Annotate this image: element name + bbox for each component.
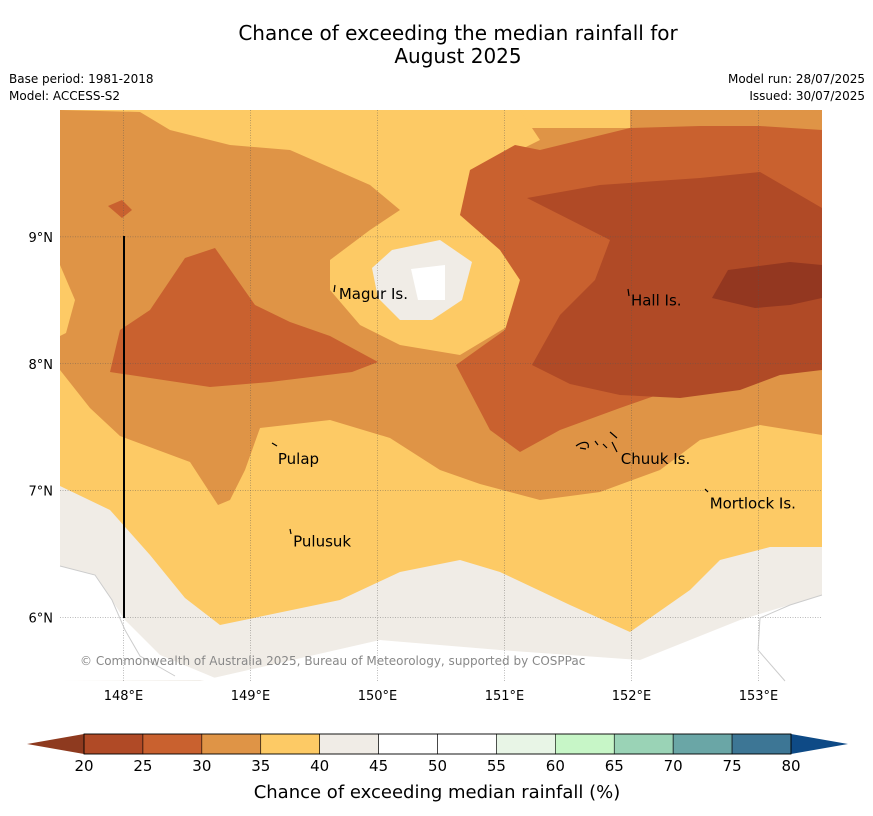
colorbar-segment bbox=[437, 733, 497, 755]
contour-45-central bbox=[411, 265, 445, 300]
colorbar-tick-label: 45 bbox=[369, 757, 388, 775]
contour-35-west bbox=[60, 265, 75, 336]
colorbar-title: Chance of exceeding median rainfall (%) bbox=[254, 782, 621, 803]
model-run: Model run: 28/07/2025 bbox=[727, 72, 865, 86]
lat-gridlines bbox=[60, 236, 822, 618]
colorbar-tick-label: 40 bbox=[310, 757, 329, 775]
copyright-text: © Commonwealth of Australia 2025, Bureau… bbox=[80, 654, 585, 668]
colorbar-tick-label: 80 bbox=[781, 757, 800, 775]
colorbar-tick-label: 50 bbox=[428, 757, 447, 775]
meta-left: Base period: 1981-2018 Model: ACCESS-S2 bbox=[9, 71, 154, 105]
place-label: Magur Is. bbox=[339, 285, 408, 303]
lat-tick-label: 6°N bbox=[29, 612, 54, 627]
lon-tick-label: 151°E bbox=[485, 689, 525, 704]
colorbar-segment bbox=[260, 733, 320, 755]
lon-tick-label: 149°E bbox=[231, 689, 271, 704]
eez-boundary-west bbox=[59, 565, 176, 677]
lon-tick-label: 150°E bbox=[358, 689, 398, 704]
island-pulusuk bbox=[289, 528, 292, 535]
place-label: Pulap bbox=[278, 450, 319, 468]
colorbar-tick-label: 70 bbox=[664, 757, 683, 775]
eez-boundary-east bbox=[757, 594, 823, 682]
island-chuuk bbox=[575, 431, 618, 453]
island-pulap bbox=[271, 442, 278, 447]
contour-20-east bbox=[527, 172, 822, 398]
colorbar-tick-label: 75 bbox=[723, 757, 742, 775]
lon-tick-label: 152°E bbox=[612, 689, 652, 704]
issued-date: Issued: 30/07/2025 bbox=[749, 89, 865, 103]
colorbar-segment bbox=[142, 733, 203, 755]
base-period: Base period: 1981-2018 bbox=[9, 72, 154, 86]
colorbar-tick-label: 60 bbox=[546, 757, 565, 775]
place-label: Chuuk Is. bbox=[621, 450, 690, 468]
colorbar-tick-label: 25 bbox=[133, 757, 152, 775]
map-title: Chance of exceeding the median rainfall … bbox=[0, 22, 873, 68]
lat-tick-label: 9°N bbox=[29, 231, 54, 246]
colorbar: 20 25 30 35 40 45 50 55 60 65 70 75 80 Chance of exc… bbox=[27, 733, 848, 803]
colorbar-tick-label: 30 bbox=[192, 757, 211, 775]
lon-axis-labels: 148°E 149°E 150°E 151°E 152°E 153°E bbox=[104, 689, 779, 704]
model-name: Model: ACCESS-S2 bbox=[9, 89, 121, 103]
lat-axis-labels: 9°N 8°N 7°N 6°N bbox=[29, 231, 54, 627]
title-line-1: Chance of exceeding the median rainfall … bbox=[238, 21, 678, 45]
colorbar-segment bbox=[555, 733, 615, 755]
colorbar-segment bbox=[201, 733, 262, 755]
island-hall bbox=[627, 288, 630, 297]
colorbar-over-arrow bbox=[791, 734, 848, 754]
meta-right: Model run: 28/07/2025 Issued: 30/07/2025 bbox=[728, 71, 865, 105]
colorbar-tick-label: 65 bbox=[605, 757, 624, 775]
colorbar-under-arrow bbox=[27, 734, 84, 754]
colorbar-segment bbox=[319, 733, 379, 755]
colorbar-segments bbox=[83, 733, 792, 755]
colorbar-segment bbox=[613, 733, 674, 755]
contour-25-nw bbox=[108, 200, 132, 218]
contour-15-east bbox=[712, 262, 822, 308]
place-label: Hall Is. bbox=[631, 291, 682, 309]
lon-tick-label: 153°E bbox=[739, 689, 779, 704]
colorbar-segment bbox=[731, 733, 792, 755]
lat-tick-label: 7°N bbox=[29, 485, 54, 500]
rainfall-contours bbox=[60, 110, 822, 681]
colorbar-segment bbox=[83, 733, 144, 755]
colorbar-segment bbox=[496, 733, 556, 755]
title-line-2: August 2025 bbox=[394, 44, 522, 68]
place-labels: Magur Is. Hall Is. Pulap Chuuk Is. Mortlock … bbox=[278, 285, 796, 550]
colorbar-tick-label: 55 bbox=[487, 757, 506, 775]
colorbar-tick-label: 35 bbox=[251, 757, 270, 775]
contour-25-west bbox=[110, 248, 378, 387]
colorbar-segment bbox=[378, 733, 438, 755]
lon-tick-label: 148°E bbox=[104, 689, 144, 704]
colorbar-tick-labels: 20 25 30 35 40 45 50 55 60 65 70 75 80 bbox=[74, 757, 800, 775]
island-magur bbox=[333, 284, 336, 293]
colorbar-segment bbox=[672, 733, 733, 755]
island-outlines bbox=[271, 284, 709, 535]
place-label: Pulusuk bbox=[293, 532, 351, 550]
lat-tick-label: 8°N bbox=[29, 358, 54, 373]
island-mortlock bbox=[704, 488, 709, 493]
colorbar-frame bbox=[83, 733, 792, 755]
place-label: Mortlock Is. bbox=[710, 494, 796, 512]
colorbar-tick-label: 20 bbox=[74, 757, 93, 775]
contour-below-40-sw bbox=[60, 566, 220, 681]
contour-below-40-s bbox=[200, 595, 822, 681]
